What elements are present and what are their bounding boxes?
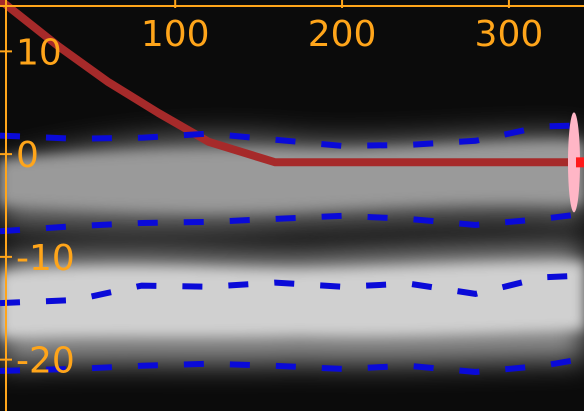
marker-layer bbox=[567, 112, 584, 213]
y-tick-label: -10 bbox=[16, 238, 75, 279]
dashed-series-2 bbox=[0, 210, 584, 235]
dashed-series-3 bbox=[0, 272, 584, 307]
y-tick-label: -20 bbox=[16, 341, 75, 382]
y-tick-label: 10 bbox=[16, 32, 62, 73]
x-tick-label: 300 bbox=[475, 14, 544, 55]
solid-series-0 bbox=[0, 0, 584, 167]
y-tick-label: 0 bbox=[16, 135, 39, 176]
dashed-series-1 bbox=[0, 122, 584, 149]
series-layer bbox=[0, 0, 584, 376]
marker-tip bbox=[575, 157, 584, 168]
lower-density-core bbox=[0, 262, 584, 338]
x-tick-label: 100 bbox=[141, 14, 210, 55]
position-marker bbox=[567, 112, 580, 213]
dashed-series-4 bbox=[0, 355, 584, 376]
x-tick-label: 200 bbox=[308, 14, 377, 55]
